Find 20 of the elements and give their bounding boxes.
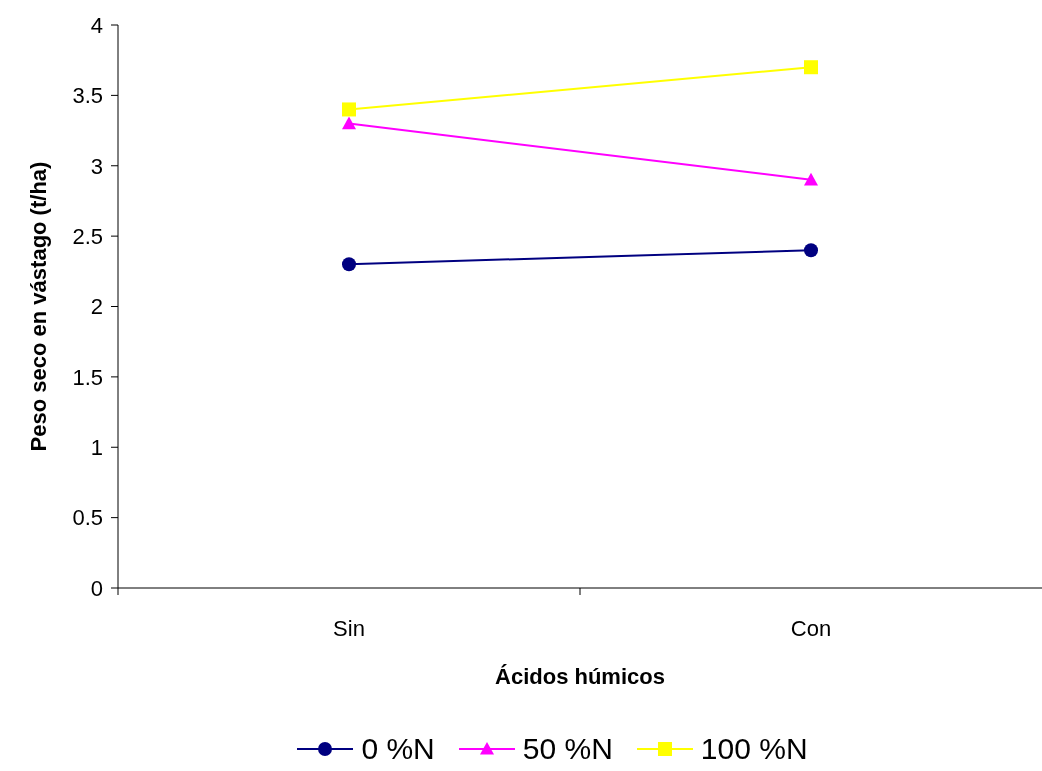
y-tick-label: 0 [90,575,103,601]
legend-label: 0 %N [361,732,435,766]
y-axis-title: Peso seco en vástago (t/ha) [25,161,51,452]
y-tick-label: 2 [90,294,103,320]
y-tick-label: 3 [90,153,103,179]
point [804,243,818,258]
legend-label: 50 %N [522,732,613,766]
y-tick-label: 1.5 [72,364,103,390]
y-tick-label: 2.5 [72,223,103,249]
point [342,102,356,117]
legend-label: 100 %N [700,732,808,766]
y-tick-label: 3.5 [72,83,103,109]
x-tick-label: Con [790,616,832,641]
y-tick-label: 0.5 [72,505,103,531]
y-tick-label: 4 [90,12,103,38]
x-axis-title: Ácidos húmicos [495,664,665,689]
x-tick-label: Sin [333,616,365,641]
point [804,60,818,75]
y-tick-label: 1 [90,435,103,461]
point [342,257,356,272]
